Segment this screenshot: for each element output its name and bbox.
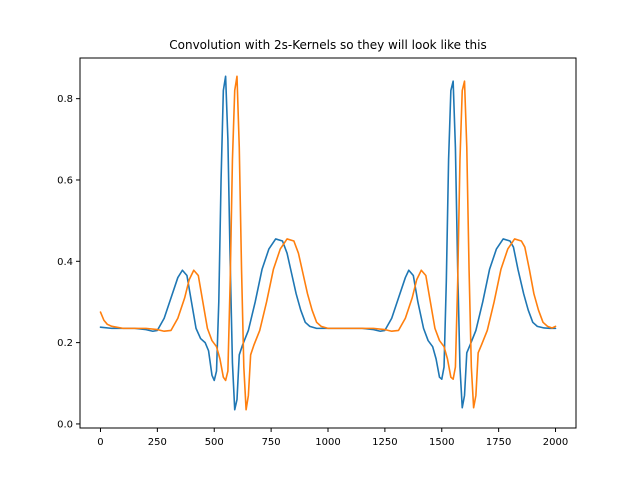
x-tick-label: 1750: [486, 437, 511, 448]
y-tick-label: 0.2: [57, 338, 73, 349]
x-tick-label: 750: [262, 437, 281, 448]
x-tick-label: 2000: [543, 437, 568, 448]
series-line-2: [99, 75, 557, 411]
x-tick-label: 1500: [429, 437, 454, 448]
series-layer: [99, 75, 557, 411]
y-tick-label: 0.4: [57, 257, 73, 268]
y-tick-label: 0.6: [57, 175, 73, 186]
x-tick-label: 1250: [372, 437, 397, 448]
plot-frame: [79, 57, 577, 429]
y-tick-label: 0.0: [57, 419, 73, 430]
x-tick-label: 500: [205, 437, 224, 448]
x-tick-label: 1000: [315, 437, 340, 448]
y-axis: 0.0 0.2 0.4 0.6 0.8: [57, 94, 80, 430]
x-axis: 0 250 500 750 1000 1250 1500 1750 2000: [97, 428, 568, 448]
x-tick-label: 250: [148, 437, 167, 448]
chart-title: Convolution with 2s-Kernels so they will…: [169, 38, 486, 52]
x-tick-label: 0: [97, 437, 103, 448]
y-tick-label: 0.8: [57, 94, 73, 105]
